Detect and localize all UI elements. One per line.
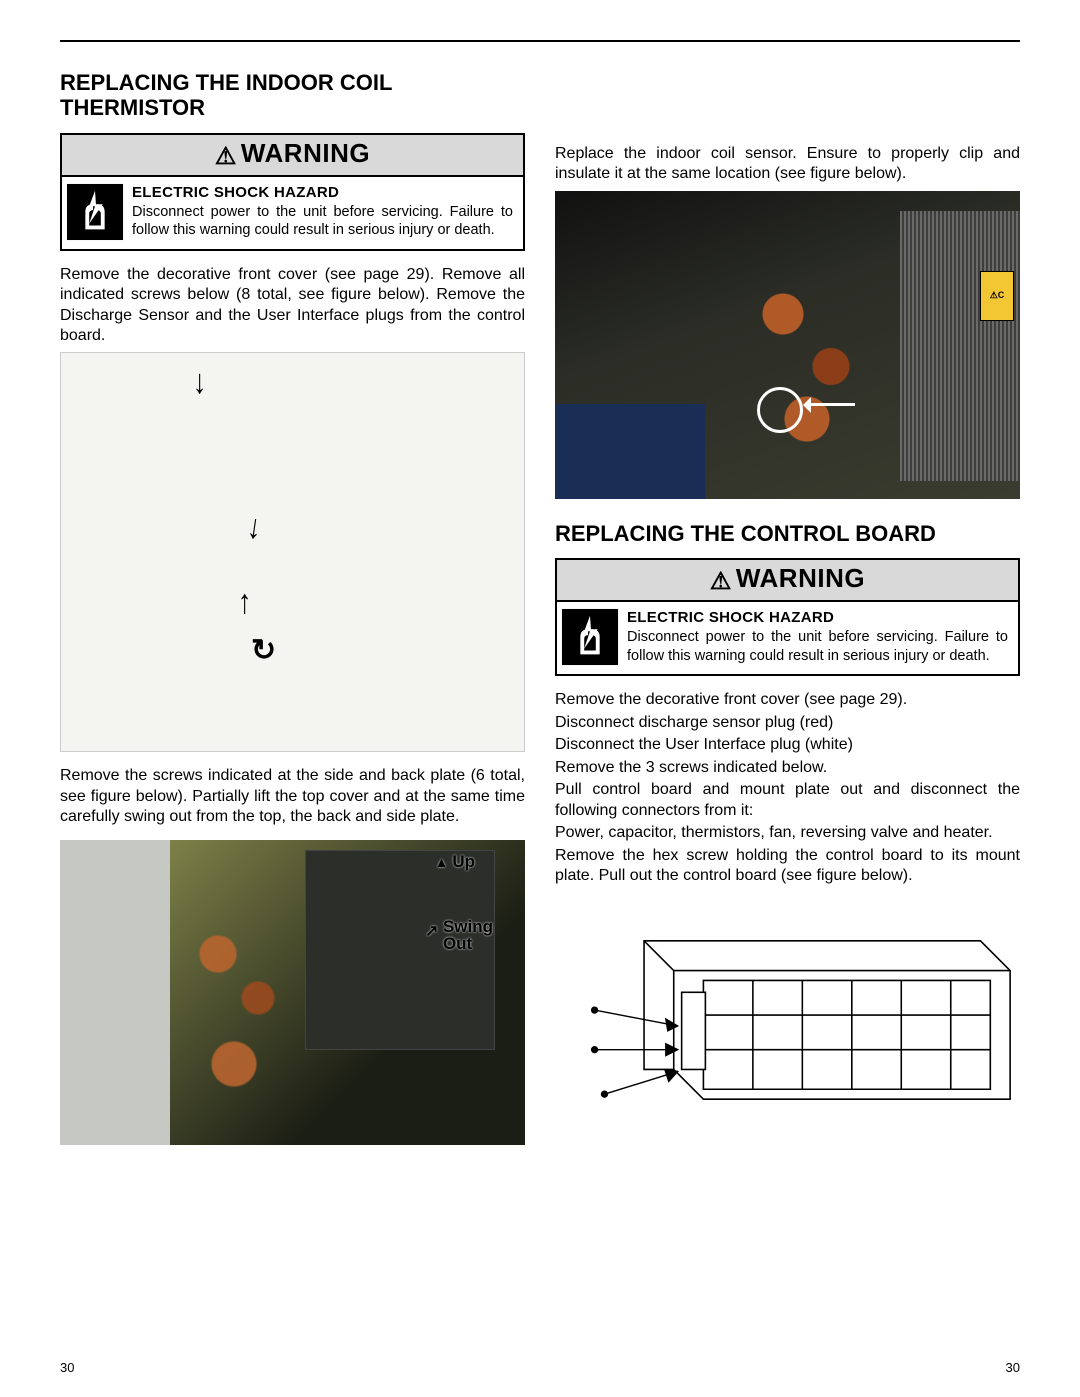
- section2-step-2: Disconnect the User Interface plug (whit…: [555, 735, 1020, 755]
- arrow-down-icon: ↓: [245, 508, 264, 549]
- hazard-title-1: ELECTRIC SHOCK HAZARD: [132, 183, 513, 202]
- warning-body-1: ELECTRIC SHOCK HAZARD Disconnect power t…: [62, 177, 523, 249]
- figure-coil-sensor-photo: ⚠C: [555, 191, 1020, 499]
- hazard-body-2: Disconnect power to the unit before serv…: [627, 629, 1008, 664]
- electric-shock-icon: [66, 183, 124, 241]
- hazard-body-1: Disconnect power to the unit before serv…: [132, 204, 513, 239]
- warning-text-2: ELECTRIC SHOCK HAZARD Disconnect power t…: [627, 608, 1008, 665]
- top-rule: [60, 40, 1020, 42]
- warning-box-1: WARNING ELECTRIC SHOCK HAZARD Disconnect…: [60, 133, 525, 251]
- warning-header-2: WARNING: [557, 560, 1018, 602]
- caution-sticker-icon: ⚠C: [980, 271, 1014, 321]
- section1-p1: Remove the decorative front cover (see p…: [60, 265, 525, 347]
- left-column: REPLACING THE INDOOR COIL THERMISTOR WAR…: [60, 70, 525, 1145]
- hazard-title-2: ELECTRIC SHOCK HAZARD: [627, 608, 1008, 627]
- section2-step-6: Remove the hex screw holding the control…: [555, 846, 1020, 887]
- section2-step-5: Power, capacitor, thermistors, fan, reve…: [555, 823, 1020, 843]
- warning-header-1: WARNING: [62, 135, 523, 177]
- arrow-down-icon: ↓: [193, 363, 207, 402]
- two-column-layout: REPLACING THE INDOOR COIL THERMISTOR WAR…: [60, 70, 1020, 1145]
- page-number-right: 30: [1006, 1360, 1020, 1375]
- section1-p2: Remove the screws indicated at the side …: [60, 766, 525, 827]
- warning-body-2: ELECTRIC SHOCK HAZARD Disconnect power t…: [557, 602, 1018, 674]
- figure-screws-arrows: ↓ ↓ ↑ ↻: [60, 352, 525, 752]
- page-number-left: 30: [60, 1360, 74, 1375]
- section2-title: REPLACING THE CONTROL BOARD: [555, 521, 1020, 546]
- photo-label-swing-out: ↗Swing Out: [443, 918, 493, 952]
- electric-shock-icon: [561, 608, 619, 666]
- warning-box-2: WARNING ELECTRIC SHOCK HAZARD Disconnect…: [555, 558, 1020, 676]
- right-column: Replace the indoor coil sensor. Ensure t…: [555, 70, 1020, 1145]
- section2-step-1: Disconnect discharge sensor plug (red): [555, 713, 1020, 733]
- arrow-up-icon: ↑: [238, 583, 252, 622]
- section2-step-4: Pull control board and mount plate out a…: [555, 780, 1020, 821]
- section1-title: REPLACING THE INDOOR COIL THERMISTOR: [60, 70, 525, 121]
- section2-step-0: Remove the decorative front cover (see p…: [555, 690, 1020, 710]
- right-intro-paragraph: Replace the indoor coil sensor. Ensure t…: [555, 144, 1020, 185]
- arrow-curved-icon: ↻: [251, 633, 276, 668]
- figure-swing-out-photo: Up ↗Swing Out: [60, 840, 525, 1145]
- photo-label-up: Up: [435, 852, 475, 872]
- figure-control-board-diagram: [555, 900, 1020, 1140]
- section2-step-3: Remove the 3 screws indicated below.: [555, 758, 1020, 778]
- warning-text-1: ELECTRIC SHOCK HAZARD Disconnect power t…: [132, 183, 513, 240]
